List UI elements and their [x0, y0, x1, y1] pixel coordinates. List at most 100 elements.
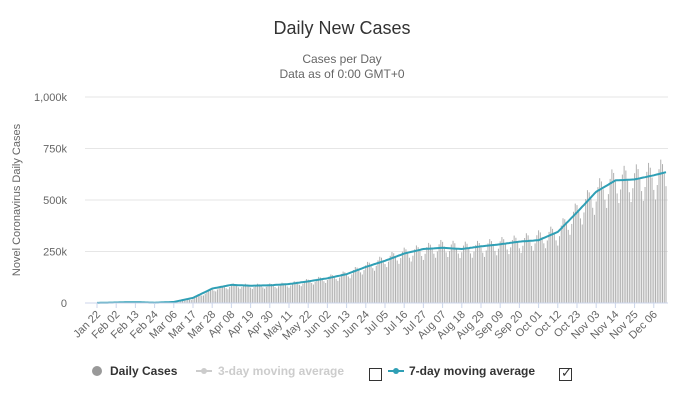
y-tick-label: 0 [61, 298, 67, 310]
daily-case-bar [590, 198, 592, 303]
daily-case-bar [194, 297, 196, 303]
daily-case-bar [485, 250, 487, 303]
daily-case-bar [332, 275, 334, 303]
daily-case-bar [480, 247, 482, 303]
legend-label-3-day-average: 3-day moving average [218, 364, 345, 378]
daily-case-bar [283, 283, 285, 303]
daily-case-bar [223, 286, 225, 303]
daily-case-bar [314, 281, 316, 303]
daily-case-bar [356, 267, 358, 303]
daily-case-bar [305, 279, 307, 303]
daily-case-bar [656, 185, 658, 303]
daily-case-bar [653, 189, 655, 303]
daily-case-bar [393, 253, 395, 303]
y-axis-title: Novel Coronavirus Daily Cases [11, 123, 23, 276]
daily-case-bar [461, 252, 463, 303]
chart-title: Daily New Cases [273, 18, 411, 38]
daily-case-bar [353, 269, 355, 303]
daily-case-bar [602, 189, 604, 303]
daily-case-bar [553, 233, 555, 303]
daily-case-bar [566, 223, 568, 303]
daily-case-bar [506, 249, 508, 303]
daily-case-bar [232, 283, 234, 303]
daily-case-bar [300, 286, 302, 303]
daily-case-bar [222, 286, 224, 303]
daily-case-bar [552, 228, 554, 303]
daily-case-bar [278, 286, 280, 303]
daily-case-bar [541, 237, 543, 303]
daily-case-bar [204, 293, 206, 303]
daily-case-bar [394, 256, 396, 303]
daily-case-bar [391, 252, 393, 303]
daily-case-bar [593, 214, 595, 303]
daily-case-bar [634, 173, 636, 303]
daily-case-bar [370, 264, 372, 303]
daily-case-bar [279, 284, 281, 303]
daily-case-bar [265, 286, 267, 303]
daily-case-bar [422, 259, 424, 303]
daily-case-bar [415, 245, 417, 303]
daily-case-bar [244, 283, 246, 303]
daily-case-bar [457, 253, 459, 303]
daily-case-bar [229, 287, 231, 303]
legend-label-daily-cases: Daily Cases [110, 364, 178, 378]
daily-case-bar [609, 178, 611, 303]
daily-case-bar [271, 283, 273, 303]
daily-case-bar [581, 224, 583, 303]
daily-case-bar [302, 283, 304, 303]
daily-case-bar [298, 284, 300, 303]
y-tick-label: 500k [43, 195, 67, 207]
daily-case-bar [199, 295, 201, 303]
daily-case-bar [344, 272, 346, 303]
daily-case-bar [503, 239, 505, 303]
daily-case-bar [515, 237, 517, 303]
daily-case-bar [616, 193, 618, 303]
daily-case-bar [470, 253, 472, 303]
y-tick-label: 750k [43, 144, 67, 156]
daily-case-bar [452, 240, 454, 303]
daily-case-bar [463, 245, 465, 303]
daily-case-bar [459, 258, 461, 303]
daily-case-bar [562, 218, 564, 303]
daily-case-bar [255, 284, 257, 303]
daily-case-bar [658, 169, 660, 303]
daily-case-bar [490, 241, 492, 303]
daily-case-bar [180, 301, 182, 303]
daily-case-bar [201, 295, 203, 303]
daily-case-bar [510, 247, 512, 303]
daily-case-bar [319, 277, 321, 303]
daily-case-bar [527, 235, 529, 303]
daily-case-bar [187, 299, 189, 303]
daily-case-bar [340, 273, 342, 303]
daily-case-bar [342, 271, 344, 303]
daily-case-bar [534, 243, 536, 303]
daily-case-bar [239, 288, 241, 303]
daily-case-bar [377, 260, 379, 303]
daily-case-bar [620, 189, 622, 303]
daily-case-bar [600, 181, 602, 303]
daily-case-bar [574, 203, 576, 303]
daily-case-bar [246, 284, 248, 303]
7-day-checkbox[interactable]: ✓ [559, 365, 572, 381]
daily-case-bar [499, 241, 501, 303]
daily-case-bar [447, 257, 449, 303]
daily-case-bar [335, 279, 337, 303]
daily-case-bar [339, 277, 341, 303]
daily-case-bar [637, 169, 639, 303]
daily-case-bar [483, 256, 485, 303]
daily-case-bar [473, 251, 475, 303]
daily-case-bar [267, 284, 269, 303]
daily-case-bar [326, 280, 328, 303]
daily-case-bar [543, 243, 545, 303]
daily-case-bar [349, 278, 351, 303]
daily-case-bar [635, 164, 637, 303]
daily-case-bar [288, 287, 290, 303]
daily-case-bar [520, 252, 522, 303]
daily-case-bar [646, 171, 648, 303]
daily-case-bar [662, 164, 664, 303]
daily-case-bar [614, 181, 616, 303]
daily-case-bar [234, 284, 236, 303]
3-day-checkbox[interactable] [369, 368, 382, 381]
daily-case-bar [621, 174, 623, 303]
y-tick-label: 250k [43, 247, 67, 259]
